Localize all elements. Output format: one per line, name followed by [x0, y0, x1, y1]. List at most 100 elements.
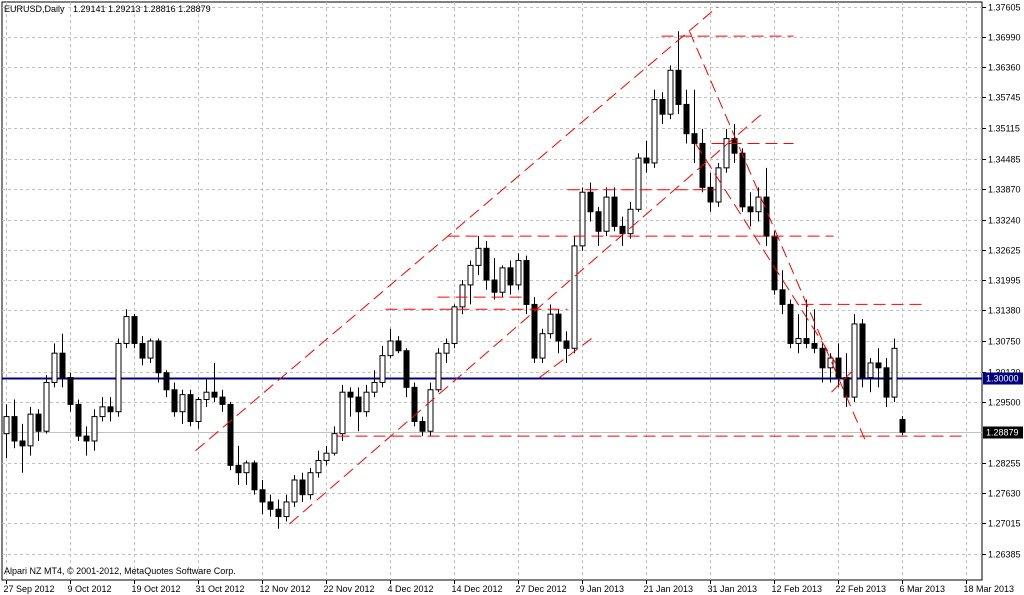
candle-body-bull — [291, 479, 298, 503]
candle — [891, 338, 898, 402]
candles — [3, 31, 906, 529]
candle — [747, 192, 754, 227]
candle-body-bull — [499, 267, 506, 293]
candle — [51, 343, 58, 388]
candle — [571, 236, 578, 354]
candle — [363, 384, 370, 417]
candle — [739, 148, 746, 212]
candle — [131, 314, 138, 349]
candle-body-bear — [35, 413, 42, 432]
candle-body-bear — [779, 289, 786, 305]
candle-body-bull — [467, 264, 474, 286]
chart-header-symbol: EURUSD,Daily — [4, 4, 65, 14]
candle-body-bull — [307, 472, 314, 496]
candle-body-bull — [515, 260, 522, 286]
candle — [187, 389, 194, 427]
candle-body-bear — [139, 342, 146, 359]
candle — [619, 216, 626, 246]
price-axis: 1.37605 1.36990 1.36360 1.35745 1.35115 1.344… — [982, 3, 1021, 560]
candle-body-bull — [475, 247, 482, 266]
candle-body-bear — [675, 69, 682, 105]
candle-body-bear — [875, 362, 882, 369]
candle — [595, 206, 602, 246]
candle-body-bear — [507, 267, 514, 286]
x-tick-label: 9 Jan 2013 — [580, 584, 625, 594]
candle-body-bear — [219, 396, 226, 405]
candle-body-bear — [555, 313, 562, 342]
candle — [499, 265, 506, 298]
y-tick-label: 1.30750 — [988, 337, 1021, 347]
candle-body-bear — [83, 435, 90, 442]
x-tick-label: 9 Oct 2012 — [68, 584, 112, 594]
candle — [43, 375, 50, 434]
candle-body-bear — [235, 464, 242, 474]
candle-body-bear — [619, 225, 626, 235]
last-price-label: 1.28879 — [986, 428, 1019, 438]
candle-body-bear — [563, 340, 570, 349]
candle — [67, 372, 74, 412]
candle-body-bull — [315, 459, 322, 474]
candle-body-bull — [371, 381, 378, 393]
candle — [755, 187, 762, 222]
candle — [467, 260, 474, 305]
candle-body-bull — [91, 416, 98, 442]
candle — [35, 409, 42, 441]
candle — [163, 370, 170, 398]
candle — [827, 353, 834, 383]
candle-body-bear — [227, 403, 234, 466]
candle-body-bear — [883, 367, 890, 398]
trendline[interactable] — [695, 143, 836, 364]
candle — [795, 314, 802, 354]
y-tick-label: 1.33240 — [988, 216, 1021, 226]
candle — [123, 309, 130, 349]
trendline[interactable] — [539, 338, 592, 378]
candle — [211, 362, 218, 402]
candle — [195, 397, 202, 429]
candle — [875, 348, 882, 388]
x-tick-label: 27 Dec 2012 — [516, 584, 567, 594]
y-tick-label: 1.36990 — [988, 33, 1021, 43]
x-tick-label: 22 Nov 2012 — [324, 584, 375, 594]
candle-body-bull — [795, 338, 802, 344]
y-tick-label: 1.36360 — [988, 63, 1021, 73]
candle — [667, 65, 674, 120]
candle-body-bull — [99, 406, 106, 418]
candle — [555, 309, 562, 354]
candle-body-bear — [187, 394, 194, 422]
candle-body-bull — [755, 196, 762, 213]
candle — [347, 387, 354, 417]
candle-body-bull — [451, 306, 458, 344]
trendline[interactable] — [831, 367, 856, 393]
trendline[interactable] — [289, 113, 762, 525]
candle-body-bull — [147, 340, 154, 359]
candle-body-bull — [443, 342, 450, 354]
y-tick-label: 1.34485 — [988, 155, 1021, 165]
candle-body-bull — [651, 99, 658, 164]
candle — [267, 494, 274, 517]
candle-body-bull — [435, 352, 442, 391]
candle-body-bull — [203, 391, 210, 401]
candle — [867, 358, 874, 393]
candle-body-bear — [643, 157, 650, 164]
candle — [83, 426, 90, 456]
candle — [379, 345, 386, 388]
x-tick-label: 19 Oct 2012 — [132, 584, 181, 594]
candle — [707, 172, 714, 212]
y-tick-label: 1.27015 — [988, 519, 1021, 529]
x-tick-label: 31 Oct 2012 — [196, 584, 245, 594]
x-tick-label: 4 Dec 2012 — [388, 584, 434, 594]
candle — [475, 236, 482, 276]
candle — [491, 258, 498, 300]
y-tick-label: 1.27630 — [988, 489, 1021, 499]
candle — [355, 387, 362, 432]
candle — [107, 397, 114, 422]
candle — [779, 270, 786, 315]
candle — [99, 397, 106, 422]
candle-body-bear — [739, 152, 746, 208]
candle-body-bear — [835, 357, 842, 379]
trendline[interactable] — [195, 6, 718, 452]
candle-body-bull — [571, 245, 578, 349]
candle-body-bear — [155, 340, 162, 374]
candle-body-bull — [891, 347, 898, 398]
